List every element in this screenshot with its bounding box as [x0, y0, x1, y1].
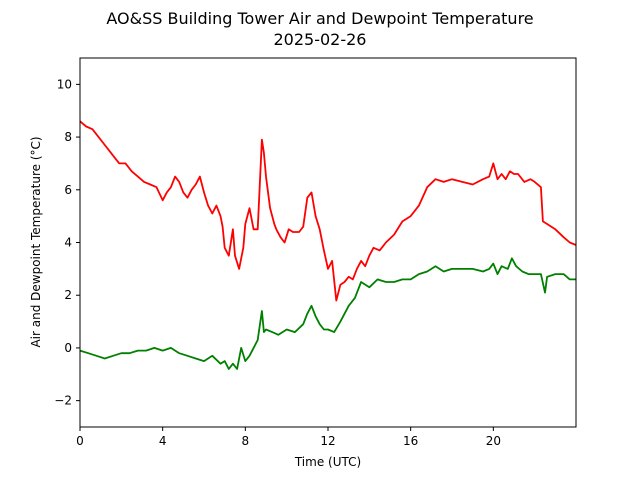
- chart-subtitle: 2025-02-26: [274, 30, 367, 49]
- x-tick-label: 12: [320, 434, 335, 448]
- y-axis-label: Air and Dewpoint Temperature (°C): [29, 136, 43, 347]
- y-tick-label: 6: [64, 183, 72, 197]
- x-tick-label: 0: [76, 434, 84, 448]
- series-layer: [79, 120, 577, 370]
- dewpoint-temperature-line: [79, 257, 576, 370]
- x-tick-label: 20: [486, 434, 501, 448]
- y-axis: −2 0 2 4 6 8 10: [54, 77, 80, 408]
- x-tick-label: 4: [159, 434, 167, 448]
- y-tick-label: −2: [54, 394, 72, 408]
- plot-frame: [79, 57, 577, 428]
- y-tick-label: 4: [64, 236, 72, 250]
- x-tick-label: 8: [242, 434, 250, 448]
- chart-title: AO&SS Building Tower Air and Dewpoint Te…: [106, 9, 533, 28]
- x-tick-label: 16: [403, 434, 418, 448]
- x-axis: 0 4 8 12 16 20: [76, 427, 501, 448]
- y-tick-label: 8: [64, 130, 72, 144]
- air-temperature-line: [79, 120, 577, 302]
- y-tick-label: 10: [57, 77, 72, 91]
- y-tick-label: 2: [64, 288, 72, 302]
- y-tick-label: 0: [64, 341, 72, 355]
- x-axis-label: Time (UTC): [294, 455, 361, 469]
